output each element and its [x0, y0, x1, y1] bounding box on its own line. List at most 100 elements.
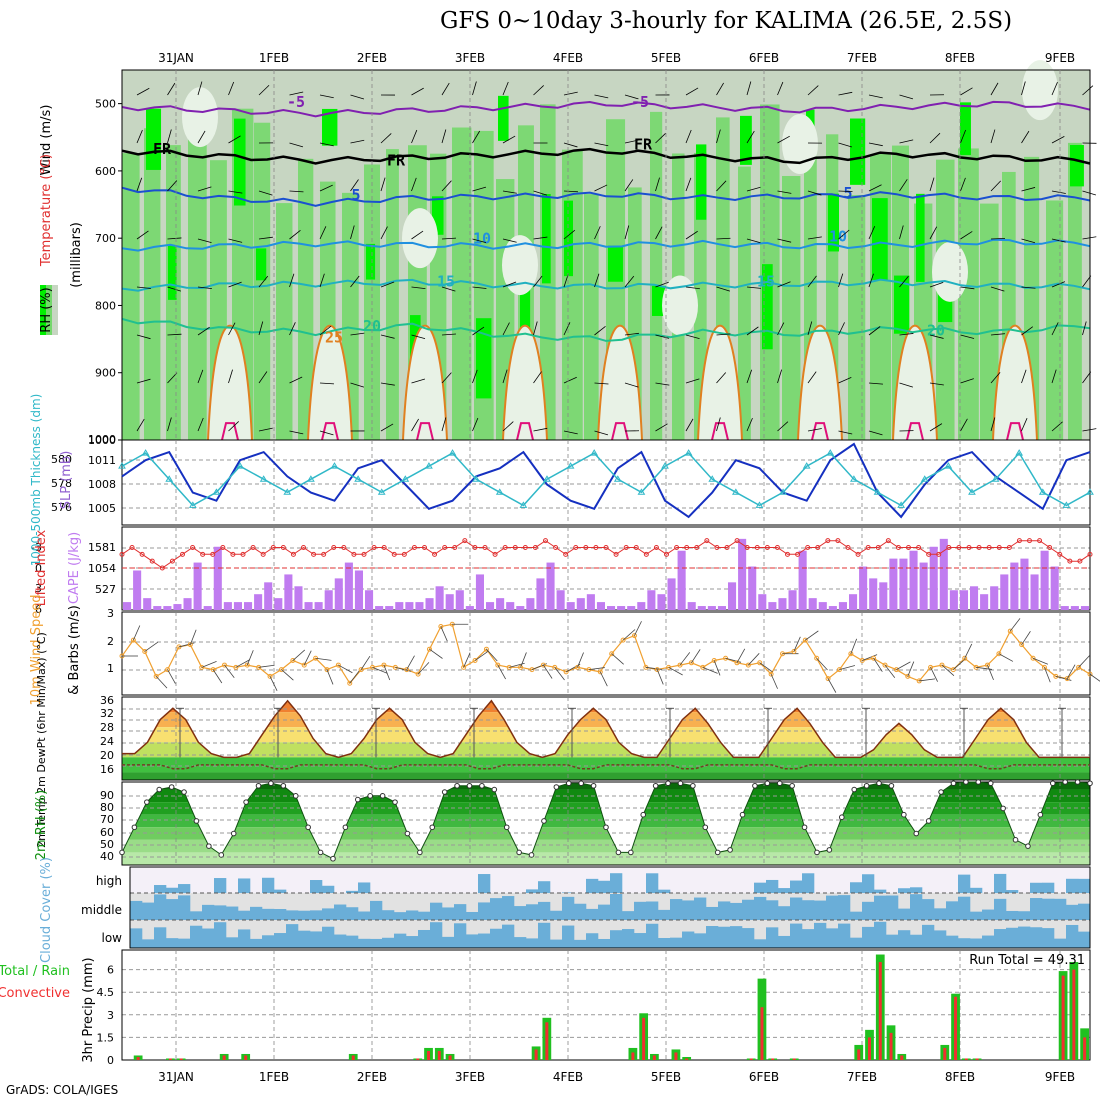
isotherm-line	[121, 186, 1091, 207]
cape-bar	[818, 602, 827, 610]
wind-barb	[228, 238, 243, 243]
cloud-bar	[154, 885, 167, 893]
wind-barb	[411, 378, 426, 384]
cape-bar	[304, 602, 313, 610]
cape-bar	[244, 602, 253, 610]
wind-barb	[594, 226, 601, 240]
li-marker	[472, 545, 478, 550]
wind10m-frame	[121, 611, 1091, 696]
wind-barb	[624, 139, 639, 144]
cloud-bar	[1006, 890, 1019, 893]
li-marker	[351, 551, 357, 557]
cape-bar	[435, 586, 444, 610]
wind-barb	[1051, 190, 1066, 194]
cloud-bar	[562, 925, 575, 948]
wind-speed-marker	[290, 658, 296, 664]
cloud-bar	[478, 902, 491, 920]
wind-barb	[716, 372, 727, 384]
cloud-bar	[226, 937, 239, 948]
thickness-marker	[731, 488, 740, 495]
wind-barb	[1089, 673, 1100, 682]
li-marker	[734, 538, 740, 544]
rh-band-bright	[828, 193, 840, 252]
wind-speed-marker	[381, 662, 387, 668]
cape-bar	[738, 538, 747, 610]
rh-marker	[466, 782, 473, 789]
isotherm-label: 20	[363, 317, 381, 335]
wind-speed-marker	[597, 669, 603, 675]
wind-barb	[594, 184, 608, 192]
cloud-bar	[682, 931, 695, 948]
wind-speed-marker	[575, 664, 581, 670]
pressure-tick: 900	[95, 367, 116, 380]
wind-barb	[953, 658, 966, 670]
hot-core	[711, 422, 729, 441]
wind-barb	[380, 226, 388, 240]
rh-band	[738, 166, 751, 440]
rh-marker	[181, 789, 187, 795]
wind-barb	[197, 238, 212, 244]
wind-speed-marker	[928, 664, 934, 670]
wind-speed-marker	[426, 646, 432, 652]
run-total-label: Run Total = 49.31	[969, 953, 1085, 968]
cape-bar	[173, 604, 182, 610]
cloud-bar	[322, 926, 335, 948]
thickness-marker	[472, 475, 481, 482]
wind-barb	[563, 322, 571, 336]
cloud-bar	[946, 935, 959, 948]
precip-convective-bar	[760, 1007, 764, 1060]
rh-marker	[714, 849, 721, 856]
cape-bar	[314, 602, 323, 610]
wind-barb	[463, 652, 471, 668]
wind-barb	[502, 81, 509, 96]
rh-marker	[243, 799, 249, 805]
cloud-bar	[586, 878, 599, 893]
li-marker	[260, 551, 266, 557]
li-marker	[341, 545, 347, 550]
wind-barb	[1082, 321, 1087, 336]
cloud-bar	[274, 908, 287, 920]
wind-speed-marker	[153, 673, 159, 679]
cloud-bar	[1042, 898, 1055, 920]
wind-speed-marker	[461, 664, 467, 670]
wind-barb	[827, 678, 837, 693]
hot-core	[906, 422, 924, 441]
cloud-bar	[502, 924, 515, 948]
rh-marker	[851, 786, 858, 793]
thickness-slp-frame	[121, 439, 1091, 526]
cloud-bar	[166, 938, 179, 948]
wind-barb	[929, 132, 941, 144]
wind-speed-marker	[871, 655, 877, 661]
rh-marker	[776, 780, 783, 787]
wind-barb	[929, 226, 938, 240]
cloud-bar	[346, 907, 359, 920]
cloud-bar	[1066, 924, 1079, 948]
wind-speed-marker	[893, 667, 899, 673]
isotherm-label: 5	[351, 186, 360, 204]
wind-barb	[960, 418, 968, 432]
li-tick: 6	[35, 603, 42, 616]
rh-band-bright	[894, 275, 910, 334]
rh-band	[122, 827, 1090, 840]
wind-barb	[1051, 369, 1057, 384]
date-label-bottom: 7FEB	[847, 1070, 877, 1084]
date-label-bottom: 31JAN	[158, 1070, 194, 1084]
wind-barb	[929, 334, 944, 339]
wind-barb	[868, 184, 882, 192]
li-marker	[744, 545, 750, 550]
wind-barb	[746, 238, 761, 244]
wind-barb	[350, 332, 365, 336]
date-label-bottom: 3FEB	[455, 1070, 485, 1084]
wind-speed-marker	[199, 664, 205, 670]
wind-barb	[896, 661, 911, 670]
rh-band-bright	[476, 318, 492, 399]
thickness-marker	[259, 475, 268, 482]
li-marker	[290, 551, 296, 557]
wind-barb	[976, 666, 993, 670]
li-marker	[623, 545, 629, 550]
li-marker	[139, 551, 145, 557]
cape-bar	[425, 598, 434, 610]
cape-bar	[284, 574, 293, 610]
cloud-bar	[598, 880, 611, 893]
